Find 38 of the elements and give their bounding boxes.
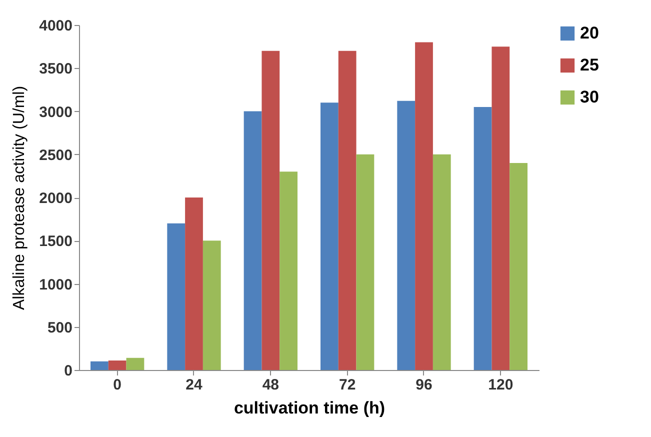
y-tick-label: 500 <box>47 319 72 336</box>
bar <box>492 46 510 370</box>
y-tick-label: 1000 <box>39 276 72 294</box>
bar <box>356 154 374 370</box>
bar <box>510 163 528 370</box>
x-tick-label: 96 <box>416 376 432 394</box>
y-tick-label: 3000 <box>39 104 72 121</box>
bar <box>338 50 356 370</box>
bar <box>320 102 338 370</box>
bar <box>90 361 108 370</box>
y-axis-title: Alkaline protease activity (U/ml) <box>11 86 28 310</box>
x-axis-title: cultivation time (h) <box>234 398 386 418</box>
bar <box>262 50 280 370</box>
bar <box>415 42 433 370</box>
x-tick-label: 48 <box>262 376 280 394</box>
bar <box>397 100 416 370</box>
bar <box>474 106 492 370</box>
x-tick-label: 72 <box>338 376 356 394</box>
bar <box>244 111 262 370</box>
y-tick-label: 4000 <box>39 18 72 34</box>
bar <box>108 360 126 370</box>
legend-label: 30 <box>580 88 599 106</box>
bar <box>185 198 203 370</box>
y-tick-label: 2000 <box>39 190 72 207</box>
x-tick-label: 24 <box>186 376 203 394</box>
x-tick-label: 120 <box>488 376 514 394</box>
y-tick-label: 0 <box>64 362 72 380</box>
x-tick-label: 0 <box>113 376 122 394</box>
y-tick-label: 1500 <box>39 233 72 250</box>
bar <box>126 358 144 370</box>
bar <box>280 172 298 370</box>
bar <box>202 240 221 370</box>
bar <box>167 223 186 370</box>
bar <box>432 154 451 370</box>
legend-label: 25 <box>580 56 599 74</box>
y-tick-label: 2500 <box>39 146 72 164</box>
legend-label: 20 <box>580 24 599 42</box>
y-tick-label: 3500 <box>39 60 72 78</box>
